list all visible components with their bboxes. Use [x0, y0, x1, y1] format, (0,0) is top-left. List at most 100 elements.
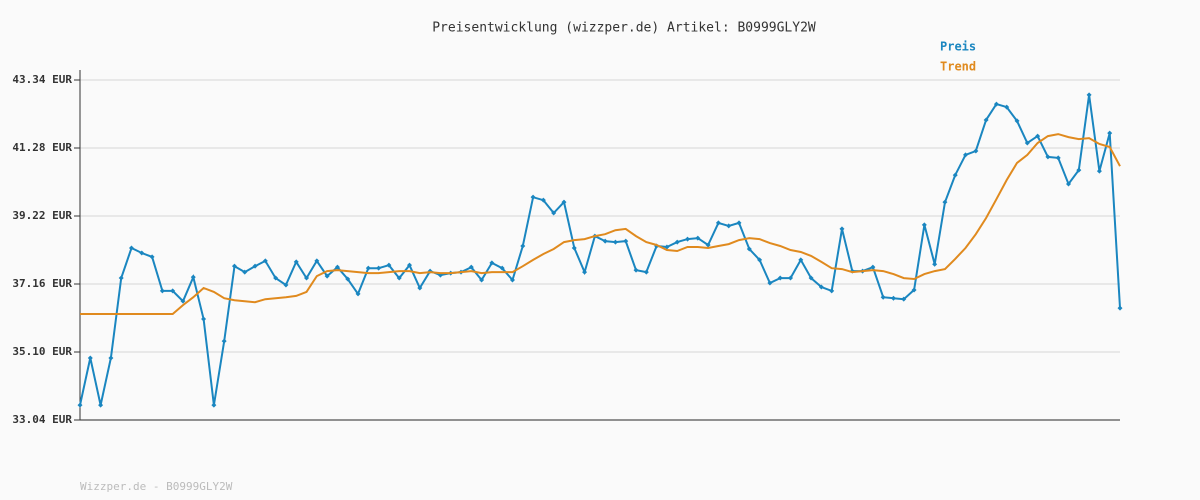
point [685, 236, 691, 242]
point [643, 269, 649, 275]
point [767, 280, 773, 286]
point [417, 285, 423, 291]
point [921, 222, 927, 228]
point [128, 245, 134, 251]
point [839, 226, 845, 232]
chart-title: Preisentwicklung (wizzper.de) Artikel: B… [432, 21, 816, 36]
point [952, 172, 958, 178]
point [1086, 92, 1092, 98]
point [190, 274, 196, 280]
line [79, 94, 1121, 406]
point [211, 402, 217, 408]
point [314, 258, 320, 264]
point [1055, 155, 1061, 161]
point [262, 258, 268, 264]
point [746, 246, 752, 252]
footer: Wizzper.de - B0999GLY2W [80, 480, 233, 493]
point [108, 355, 114, 361]
point [973, 148, 979, 154]
point [530, 194, 536, 200]
point [870, 264, 876, 270]
point [787, 275, 793, 281]
point [479, 277, 485, 283]
point [932, 261, 938, 267]
point [674, 239, 680, 245]
y-tick-label: 41.28 EUR [12, 141, 72, 154]
point [499, 265, 505, 271]
point [1045, 154, 1051, 160]
point [1076, 167, 1082, 173]
point [1107, 130, 1113, 136]
point [180, 298, 186, 304]
y-tick-label: 33.04 EUR [12, 413, 72, 426]
point [582, 269, 588, 275]
point [1066, 181, 1072, 187]
point [407, 262, 413, 268]
point [561, 199, 567, 205]
point [1096, 168, 1102, 174]
point [808, 275, 814, 281]
point [551, 210, 557, 216]
point [273, 275, 279, 281]
point [293, 259, 299, 265]
y-tick-label: 37.16 EUR [12, 277, 72, 290]
point [695, 235, 701, 241]
point [736, 220, 742, 226]
point [118, 275, 124, 281]
point [1004, 104, 1010, 110]
point [345, 276, 351, 282]
point [901, 296, 907, 302]
point [890, 295, 896, 301]
point [489, 260, 495, 266]
legend-label: Preis [940, 40, 976, 54]
point [633, 267, 639, 273]
y-tick-label: 43.34 EUR [12, 73, 72, 86]
point [304, 275, 310, 281]
point [1117, 305, 1123, 311]
y-tick-label: 39.22 EUR [12, 209, 72, 222]
point [705, 242, 711, 248]
point [520, 243, 526, 249]
point [1024, 140, 1030, 146]
point [334, 264, 340, 270]
point [87, 355, 93, 361]
point [231, 263, 237, 269]
point [355, 291, 361, 297]
point [396, 275, 402, 281]
point [252, 263, 258, 269]
point [283, 282, 289, 288]
legend-label: Trend [940, 60, 976, 74]
line [80, 133, 1121, 315]
point [365, 265, 371, 271]
point [623, 238, 629, 244]
point [159, 288, 165, 294]
point [540, 197, 546, 203]
point [98, 402, 104, 408]
point [602, 238, 608, 244]
point [571, 245, 577, 251]
point [612, 239, 618, 245]
point [468, 264, 474, 270]
point [201, 316, 207, 322]
point [942, 199, 948, 205]
point [77, 402, 83, 408]
point [149, 254, 155, 260]
point [1035, 133, 1041, 139]
point [963, 152, 969, 158]
point [221, 338, 227, 344]
point [376, 265, 382, 271]
point [242, 269, 248, 275]
point [777, 275, 783, 281]
y-tick-label: 35.10 EUR [12, 345, 72, 358]
point [386, 262, 392, 268]
point [757, 257, 763, 263]
point [715, 220, 721, 226]
point [664, 244, 670, 250]
point [829, 288, 835, 294]
point [509, 277, 515, 283]
point [1014, 118, 1020, 124]
point [798, 257, 804, 263]
point [911, 287, 917, 293]
point [139, 250, 145, 256]
point [324, 273, 330, 279]
